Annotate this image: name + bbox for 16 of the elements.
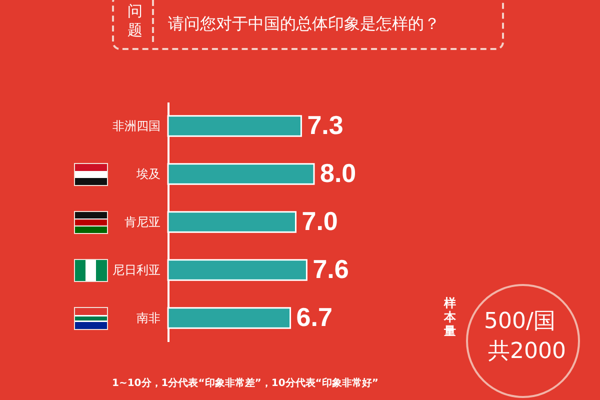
- text: 1~10分，1分代表“印象非常差”，10分代表“印象非常好”: [112, 376, 378, 390]
- y-tick-label: 尼日利亚: [112, 263, 160, 277]
- data-label: 8.0: [320, 158, 356, 188]
- chart-title: 请问您对于中国的总体印象是怎样的？: [168, 14, 440, 35]
- y-tick-label: 埃及: [136, 167, 160, 181]
- text: 样本量: [444, 296, 457, 338]
- y-tick-label: 肯尼亚: [124, 215, 160, 229]
- text: 共2000: [488, 338, 566, 366]
- y-tick-label: 非洲四国: [112, 119, 160, 133]
- data-label: 7.0: [302, 206, 338, 236]
- data-label: 6.7: [296, 302, 332, 332]
- text: 问题: [126, 2, 144, 40]
- y-tick-label: 南非: [136, 311, 160, 325]
- data-label: 7.3: [307, 110, 344, 140]
- data-label: 7.6: [312, 254, 349, 284]
- text: 500/国: [484, 308, 556, 336]
